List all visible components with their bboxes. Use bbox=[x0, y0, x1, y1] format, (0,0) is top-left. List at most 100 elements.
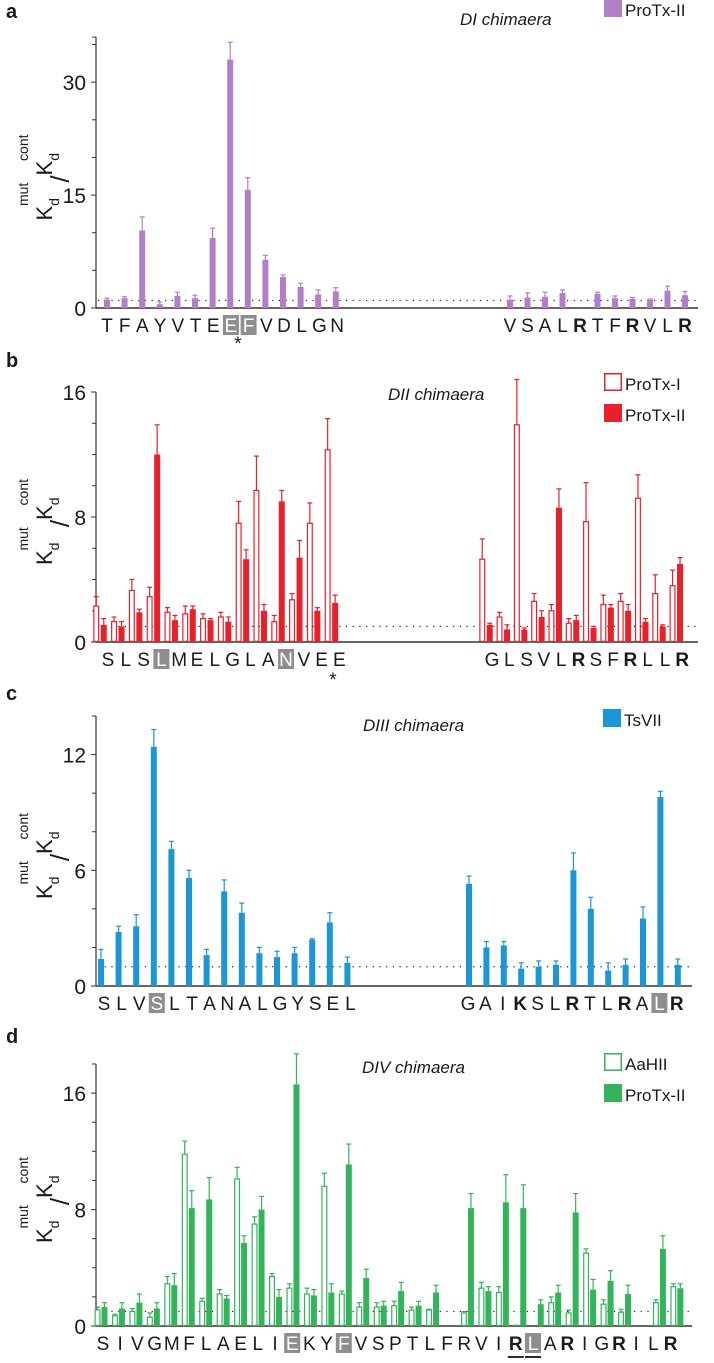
bar-open bbox=[146, 596, 153, 643]
y-tick-label: 16 bbox=[63, 382, 86, 405]
residue-label: L bbox=[654, 994, 665, 1015]
y-axis-label-part: d bbox=[46, 198, 62, 206]
y-tick-label: 8 bbox=[74, 507, 86, 530]
bar-filled bbox=[238, 912, 245, 986]
residue-label: M bbox=[164, 1334, 180, 1355]
bar-filled bbox=[559, 292, 566, 308]
residue-label: L bbox=[121, 650, 132, 671]
bar-filled bbox=[542, 296, 548, 308]
legend-label: TsVII bbox=[624, 711, 662, 730]
legend-swatch bbox=[604, 1053, 622, 1071]
residue-label: S bbox=[150, 994, 163, 1015]
bar-open bbox=[460, 1312, 467, 1327]
residue-label: V bbox=[171, 316, 184, 337]
bar-filled bbox=[538, 617, 545, 642]
bar-filled bbox=[101, 1307, 108, 1326]
residue-label: F bbox=[338, 1334, 350, 1355]
y-axis-label-part: K bbox=[32, 884, 57, 899]
bar-filled bbox=[483, 947, 490, 986]
bar-open bbox=[271, 621, 278, 642]
residue-label: R bbox=[572, 650, 586, 671]
residue-label: F bbox=[119, 316, 131, 337]
bar-filled bbox=[297, 286, 304, 308]
y-axis-label: Kdmut/Kdcont bbox=[15, 479, 75, 565]
bar-filled bbox=[518, 968, 525, 986]
bar-filled bbox=[677, 1288, 684, 1326]
bar-open bbox=[479, 558, 486, 643]
bar-open bbox=[94, 1309, 101, 1327]
bar-open bbox=[182, 613, 189, 642]
asterisk-marker: * bbox=[234, 334, 242, 355]
bar-filled bbox=[171, 1285, 178, 1326]
bar-filled bbox=[332, 291, 339, 308]
residue-label: V bbox=[355, 1334, 368, 1355]
bar-open bbox=[269, 1275, 276, 1326]
y-tick-label: 6 bbox=[74, 860, 86, 883]
bar-filled bbox=[293, 1084, 300, 1326]
residue-label: T bbox=[407, 1334, 419, 1355]
bar-filled bbox=[156, 304, 163, 308]
residue-label: G bbox=[312, 316, 327, 337]
bar-open bbox=[583, 521, 590, 643]
residue-label: L bbox=[550, 994, 561, 1015]
legend-swatch bbox=[604, 404, 622, 422]
residue-label: F bbox=[609, 316, 621, 337]
residue-label: G bbox=[485, 650, 500, 671]
bar-open bbox=[652, 1302, 659, 1326]
bar-filled bbox=[171, 620, 178, 642]
legend-label: ProTx-II bbox=[625, 1, 685, 20]
residue-label: L bbox=[557, 316, 568, 337]
bar-open bbox=[634, 497, 641, 642]
residue-label: R bbox=[678, 316, 692, 337]
bar-filled bbox=[521, 629, 528, 642]
residue-label: L bbox=[296, 316, 307, 337]
residue-highlight bbox=[222, 315, 239, 335]
bar-filled bbox=[260, 610, 267, 642]
bar-filled bbox=[485, 1291, 492, 1326]
bar-filled bbox=[535, 966, 542, 986]
residue-label: I bbox=[500, 994, 505, 1015]
bar-open bbox=[324, 449, 331, 642]
bar-filled bbox=[314, 610, 321, 642]
bar-filled bbox=[98, 959, 104, 986]
bar-filled bbox=[500, 945, 507, 986]
residue-label: R bbox=[624, 650, 638, 671]
bar-open bbox=[531, 600, 538, 643]
bar-open bbox=[513, 424, 520, 642]
bar-filled bbox=[659, 1248, 666, 1326]
residue-label: L bbox=[504, 650, 515, 671]
residue-label: S bbox=[521, 316, 534, 337]
asterisk-marker: * bbox=[329, 670, 337, 691]
residue-label: V bbox=[260, 316, 273, 337]
y-tick-label: 0 bbox=[74, 1316, 86, 1339]
residue-label: I bbox=[272, 1334, 277, 1355]
bar-filled bbox=[682, 295, 688, 308]
legend-swatch bbox=[604, 0, 622, 17]
bar-open bbox=[321, 1185, 328, 1327]
residue-highlight bbox=[335, 1333, 352, 1353]
bar-filled bbox=[607, 607, 614, 642]
residue-label: F bbox=[183, 1334, 195, 1355]
residue-label: A bbox=[203, 994, 216, 1015]
panel-label: a bbox=[6, 1, 18, 23]
bar-open bbox=[496, 616, 503, 642]
bar-filled bbox=[258, 1209, 265, 1326]
bar-open bbox=[478, 1287, 485, 1326]
bar-open bbox=[217, 616, 224, 642]
bar-filled bbox=[118, 1308, 125, 1326]
residue-label: V bbox=[538, 650, 551, 671]
residue-label: F bbox=[243, 316, 255, 337]
bar-filled bbox=[203, 955, 210, 986]
residue-label: G bbox=[594, 1334, 609, 1355]
residue-label: E bbox=[286, 1334, 299, 1355]
bar-filled bbox=[241, 1243, 248, 1326]
bar-filled bbox=[332, 602, 339, 642]
bar-filled bbox=[677, 563, 684, 642]
residue-label: R bbox=[626, 316, 640, 337]
bar-filled bbox=[612, 298, 618, 308]
y-axis-label-part: / bbox=[45, 853, 75, 861]
bar-filled bbox=[243, 559, 250, 642]
bar-filled bbox=[344, 962, 351, 986]
bar-filled bbox=[502, 1202, 509, 1326]
